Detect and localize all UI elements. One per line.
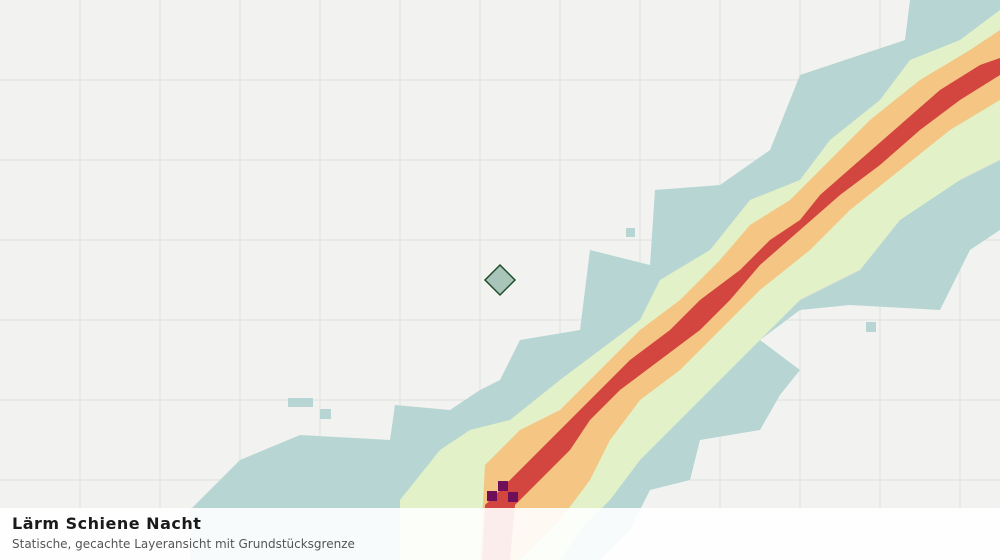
caption-subtitle: Statische, gecachte Layeransicht mit Gru… bbox=[12, 537, 355, 551]
noise-patch bbox=[626, 228, 635, 237]
noise-zone-very-high bbox=[482, 58, 1000, 560]
noise-zone-low bbox=[190, 0, 1000, 560]
noise-patch bbox=[320, 409, 331, 419]
parcel-boundary bbox=[483, 263, 517, 297]
caption-title: Lärm Schiene Nacht bbox=[12, 514, 202, 533]
noise-peak bbox=[508, 492, 518, 502]
noise-patch bbox=[288, 398, 313, 407]
noise-peak bbox=[498, 481, 508, 491]
noise-patch bbox=[866, 322, 876, 332]
noise-peak bbox=[487, 491, 497, 501]
caption-bar: Lärm Schiene Nacht Statische, gecachte L… bbox=[0, 508, 1000, 560]
